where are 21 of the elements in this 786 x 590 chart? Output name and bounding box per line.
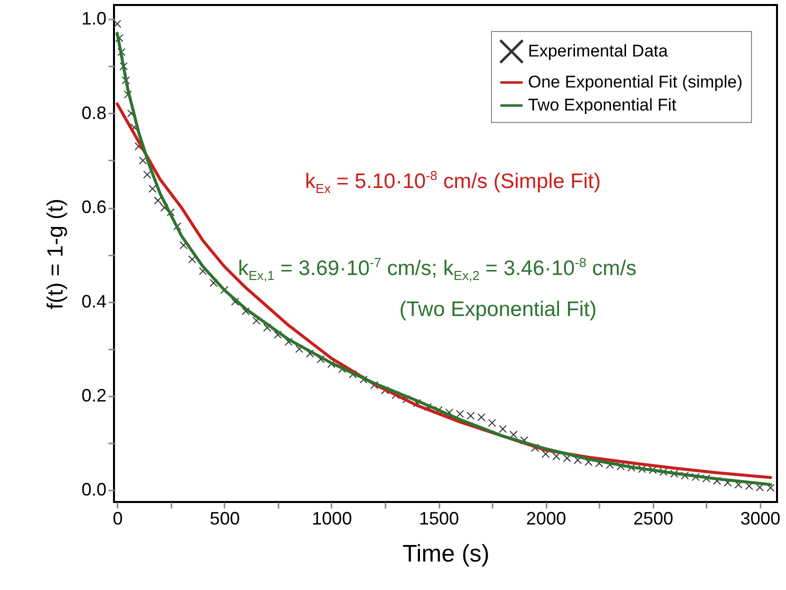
legend-label: One Exponential Fit (simple) (528, 72, 742, 92)
y-tick-label: 0.4 (81, 291, 106, 312)
legend-label: Experimental Data (528, 42, 668, 60)
x-tick-label: 1500 (419, 508, 460, 528)
legend-label: Two Exponential Fit (528, 96, 677, 114)
x-tick-label: 0 (112, 508, 123, 528)
x-tick-label: 2500 (633, 508, 674, 528)
y-tick-label: 0.8 (81, 102, 106, 123)
y-tick-label: 1.0 (81, 8, 106, 29)
y-tick-label: 0.0 (81, 480, 106, 500)
y-tick-label: 0.6 (81, 197, 106, 218)
x-tick-label: 3000 (740, 508, 780, 528)
x-tick-label: 2000 (526, 508, 566, 528)
x-axis-title: Time (s) (402, 540, 490, 568)
annotation: (Two Exponential Fit) (399, 298, 597, 322)
annotation: k$_{Ex}$ = 5.10·10$^{-8}$ cm/s (Simple Fit) (305, 168, 601, 196)
x-tick-label: 1000 (312, 508, 352, 528)
y-axis-title: f(t) = 1-g (t) (42, 198, 68, 310)
text: k$_{Ex,1}$ = 3.69·10$^{-7}$ cm/s; k$_{Ex,2}$ = 3.46·10$^{-8}$ cm/s (238, 255, 636, 284)
y-tick-label: 0.2 (81, 386, 106, 406)
x-tick-label: 500 (210, 508, 240, 528)
